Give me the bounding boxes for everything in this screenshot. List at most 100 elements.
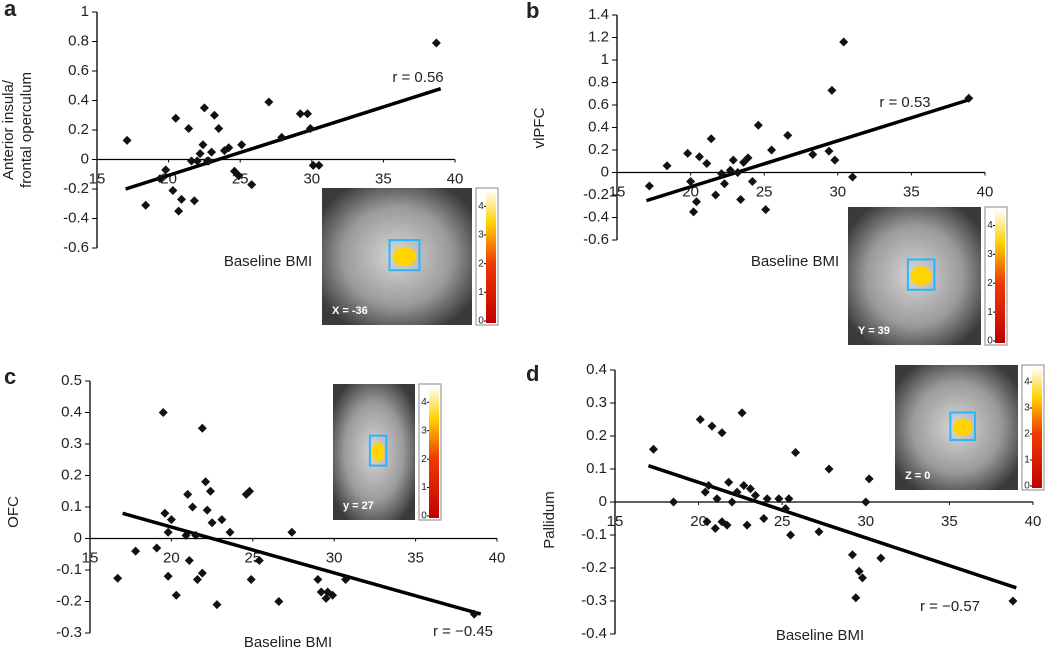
- x-tick-label: 35: [375, 170, 392, 187]
- data-point: [224, 143, 234, 153]
- data-point: [700, 487, 710, 497]
- data-point: [328, 590, 338, 600]
- data-point: [743, 153, 753, 163]
- data-point: [759, 514, 769, 523]
- data-point: [774, 494, 784, 504]
- annotation: r = −0.45: [433, 623, 493, 640]
- y-tick-label: -0.6: [63, 239, 89, 256]
- colorbar-tick-label: 4: [478, 201, 484, 212]
- y-axis-label: frontal operculum: [18, 72, 35, 188]
- data-point: [303, 109, 313, 119]
- data-point: [209, 110, 219, 120]
- data-point: [791, 448, 801, 457]
- colorbar-tick-label: 1: [1024, 455, 1030, 466]
- x-tick-label: 20: [690, 513, 707, 530]
- data-point: [824, 146, 834, 156]
- data-point: [152, 543, 162, 553]
- y-tick-label: 1: [601, 51, 609, 68]
- data-point: [827, 85, 837, 95]
- data-point: [847, 550, 857, 560]
- panel-label: a: [4, 0, 17, 21]
- data-point: [854, 566, 864, 576]
- data-point: [719, 179, 729, 189]
- data-point: [321, 593, 331, 603]
- annotation: r = −0.57: [920, 598, 980, 615]
- colorbar-tick-label: 4: [421, 397, 427, 408]
- x-tick-label: 25: [774, 513, 791, 530]
- data-point: [308, 160, 318, 170]
- data-point: [864, 474, 874, 484]
- colorbar-tick-label: 1: [478, 287, 484, 298]
- data-point: [184, 124, 194, 134]
- data-point: [192, 574, 202, 584]
- fit-line: [122, 511, 482, 616]
- colorbar: [486, 190, 496, 323]
- y-tick-label: 0.3: [61, 435, 82, 452]
- image-label: y = 27: [343, 500, 374, 512]
- x-tick-label: 30: [857, 513, 874, 530]
- data-point: [161, 165, 171, 175]
- data-point: [725, 165, 735, 175]
- data-point: [745, 484, 755, 494]
- data-point: [234, 171, 244, 181]
- y-tick-label: 0.4: [586, 361, 607, 378]
- data-point: [702, 517, 712, 527]
- data-point: [183, 489, 193, 499]
- data-point: [163, 527, 173, 537]
- y-tick-label: 0.4: [68, 91, 89, 108]
- data-point: [808, 150, 818, 159]
- data-point: [964, 93, 974, 103]
- data-point: [732, 487, 742, 497]
- data-point: [824, 464, 834, 474]
- data-point: [706, 134, 716, 144]
- data-point: [742, 520, 752, 530]
- y-tick-label: 0.2: [588, 141, 609, 158]
- data-point: [686, 177, 696, 186]
- x-tick-label: 15: [89, 170, 106, 187]
- x-tick-label: 40: [977, 183, 994, 200]
- y-tick-label: 0.2: [68, 121, 89, 138]
- data-point: [314, 160, 324, 170]
- data-point: [747, 177, 757, 186]
- data-point: [160, 508, 170, 518]
- annotation: r = 0.56: [392, 69, 443, 86]
- data-point: [830, 155, 840, 165]
- data-point: [753, 120, 763, 130]
- data-point: [217, 515, 227, 525]
- colorbar-tick-label: 1: [421, 482, 427, 493]
- data-point: [781, 504, 791, 514]
- data-point: [274, 597, 284, 606]
- data-point: [702, 159, 712, 168]
- y-tick-label: -0.1: [581, 526, 607, 543]
- data-point: [199, 103, 209, 113]
- data-point: [176, 194, 186, 204]
- x-axis-label: Baseline BMI: [776, 627, 864, 644]
- colorbar: [1032, 367, 1042, 488]
- data-point: [141, 200, 151, 210]
- data-point: [201, 477, 211, 487]
- data-point: [783, 130, 793, 140]
- data-point: [202, 505, 212, 515]
- data-point: [727, 497, 737, 507]
- activation: [910, 266, 932, 286]
- data-point: [341, 574, 351, 584]
- data-point: [876, 553, 886, 563]
- colorbar-tick-label: 3: [421, 425, 427, 436]
- data-point: [644, 181, 654, 191]
- colorbar-tick-label: 0: [987, 336, 993, 347]
- data-point: [857, 573, 867, 583]
- y-tick-label: 1.2: [588, 28, 609, 45]
- data-point: [254, 556, 264, 566]
- y-tick-label: 0.1: [586, 460, 607, 477]
- y-tick-label: -0.2: [56, 592, 82, 609]
- y-tick-label: 0: [74, 529, 82, 546]
- data-point: [214, 124, 224, 134]
- data-point: [158, 408, 168, 417]
- x-tick-label: 30: [303, 170, 320, 187]
- data-point: [313, 574, 323, 584]
- data-point: [187, 156, 197, 166]
- y-tick-label: 0.8: [68, 32, 89, 49]
- data-point: [197, 423, 207, 433]
- data-point: [737, 408, 747, 418]
- y-tick-label: 1: [81, 3, 89, 20]
